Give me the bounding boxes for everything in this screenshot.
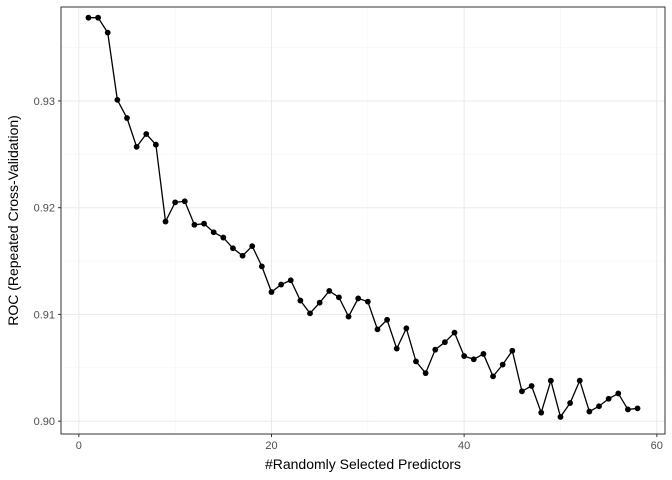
data-point <box>480 351 487 357</box>
data-point <box>133 143 140 150</box>
data-point <box>278 281 285 288</box>
data-point <box>104 29 111 36</box>
data-point <box>422 370 429 377</box>
data-point <box>441 339 448 346</box>
data-point <box>413 358 419 365</box>
data-point <box>499 361 506 368</box>
y-tick-label: 0.90 <box>34 416 55 428</box>
data-point <box>85 14 92 21</box>
data-point <box>490 373 496 380</box>
major-gridlines <box>61 7 665 434</box>
roc-series <box>85 14 641 420</box>
y-tick-label: 0.92 <box>34 203 55 215</box>
data-point <box>345 313 352 320</box>
x-tick-label: 60 <box>651 440 663 452</box>
data-point <box>326 288 333 294</box>
data-point <box>586 408 593 415</box>
data-point <box>451 329 458 336</box>
y-axis-title: ROC (Repeated Cross-Validation) <box>5 115 21 326</box>
data-point <box>596 403 602 410</box>
data-point <box>432 346 439 353</box>
data-point <box>230 245 236 252</box>
data-point <box>143 131 150 137</box>
data-point <box>239 252 246 259</box>
data-point <box>152 141 159 148</box>
panel-border <box>60 6 666 435</box>
data-point <box>162 218 169 225</box>
data-point <box>605 395 612 402</box>
data-point <box>258 263 265 270</box>
y-axis-ticks: 0.90 0.91 0.92 0.93 <box>34 96 61 428</box>
y-tick-label: 0.91 <box>34 309 55 321</box>
data-point <box>124 115 130 121</box>
data-point <box>567 400 574 406</box>
data-point <box>374 326 381 333</box>
data-point <box>172 199 179 206</box>
x-axis-ticks: 0 20 40 60 <box>76 434 663 452</box>
data-point <box>220 234 227 241</box>
data-point <box>576 377 583 384</box>
x-tick-label: 0 <box>76 440 82 452</box>
minor-gridlines <box>61 7 665 434</box>
data-point <box>181 198 188 205</box>
data-point <box>201 220 207 227</box>
x-tick-label: 20 <box>265 440 277 452</box>
x-axis-title: #Randomly Selected Predictors <box>265 456 461 472</box>
data-point <box>95 14 101 21</box>
data-point <box>355 295 362 302</box>
data-point <box>249 243 256 250</box>
data-point <box>547 377 554 384</box>
data-point <box>538 409 545 416</box>
data-point <box>615 390 622 397</box>
data-point <box>625 406 631 413</box>
data-point <box>297 297 304 304</box>
data-point <box>557 414 564 420</box>
data-point <box>210 229 217 236</box>
data-point <box>268 289 275 295</box>
data-point <box>114 96 121 103</box>
data-point <box>509 347 516 354</box>
data-point <box>316 299 323 306</box>
data-point <box>364 298 371 305</box>
data-point <box>393 345 400 352</box>
data-point <box>307 310 313 317</box>
data-point <box>528 383 535 389</box>
series-line <box>88 17 638 419</box>
data-point <box>336 294 342 301</box>
data-point <box>634 405 641 412</box>
y-tick-label: 0.93 <box>34 96 55 108</box>
data-point <box>191 221 198 228</box>
data-point <box>519 388 525 395</box>
data-point <box>461 353 468 359</box>
data-point <box>384 316 390 323</box>
x-tick-label: 40 <box>458 440 470 452</box>
data-point <box>470 356 477 363</box>
data-point <box>403 325 410 332</box>
data-point <box>287 277 294 284</box>
